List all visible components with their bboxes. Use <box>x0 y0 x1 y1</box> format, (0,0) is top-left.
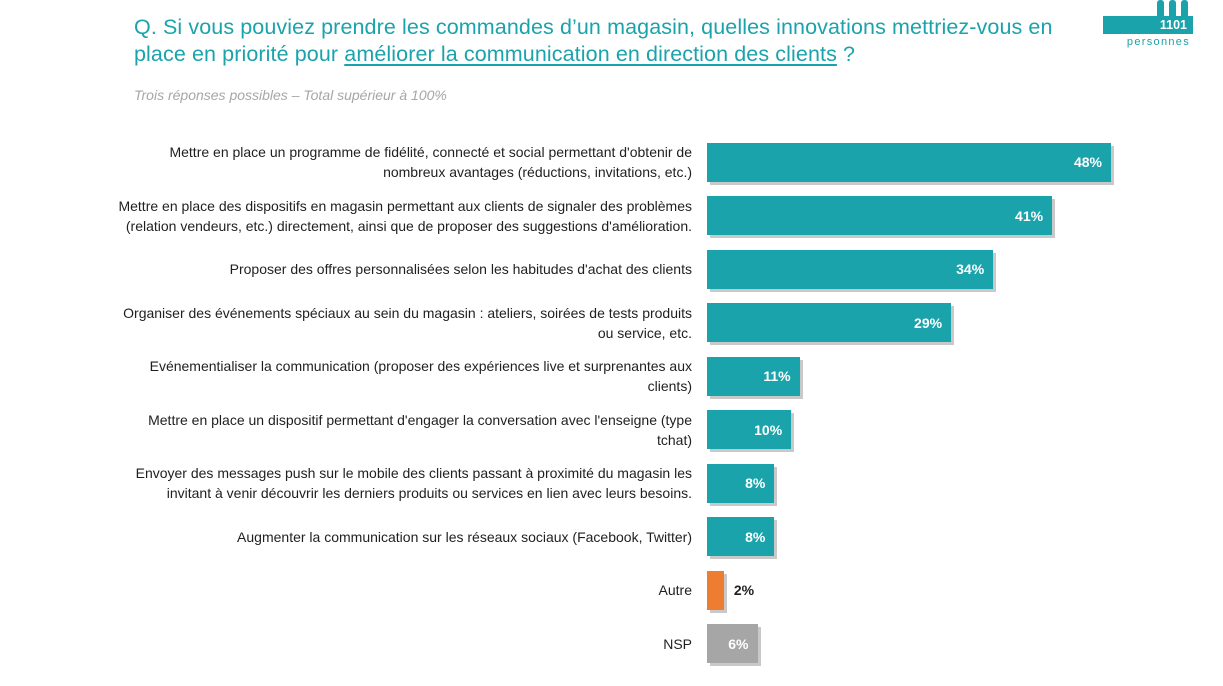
category-label: Mettre en place un dispositif permettant… <box>148 411 692 448</box>
bar <box>707 570 724 610</box>
category-label: Autre <box>658 582 692 598</box>
bar <box>707 303 952 342</box>
question-highlight: améliorer la communication en direction … <box>344 42 837 66</box>
bar <box>707 249 994 289</box>
category-label: NSP <box>663 635 692 652</box>
respondent-badge: 1101 personnes <box>1103 0 1193 50</box>
bar <box>707 463 775 503</box>
respondent-count: 1101 <box>1103 16 1193 34</box>
data-label: 41% <box>1015 207 1044 224</box>
data-label: 8% <box>745 528 766 545</box>
data-label: 8% <box>745 475 766 491</box>
bar <box>707 196 1053 235</box>
bar <box>707 356 800 396</box>
category-label: Proposer des offres personnalisées selon… <box>229 261 692 277</box>
bar <box>707 624 758 663</box>
data-label: 48% <box>1073 154 1102 170</box>
data-label: 6% <box>728 635 749 652</box>
category-label: Envoyer des messages push sur le mobile … <box>135 465 692 501</box>
respondent-label: personnes <box>1126 36 1190 48</box>
question-end: ? <box>836 42 856 66</box>
data-label: 29% <box>914 314 943 331</box>
bar <box>707 517 775 556</box>
category-label: Mettre en place un programme de fidélité… <box>169 144 692 180</box>
subtitle: Trois réponses possibles – Total supérie… <box>134 87 447 103</box>
question-text: Q. Si vous pouviez prendre les commandes… <box>134 15 1053 66</box>
data-label: 11% <box>763 368 791 384</box>
data-label: 34% <box>956 261 985 277</box>
category-label: Evénementialiser la communication (propo… <box>149 358 692 394</box>
category-label: Augmenter la communication sur les résea… <box>237 528 692 545</box>
people-icon <box>1155 0 1191 17</box>
bar <box>707 410 792 449</box>
bar <box>707 142 1111 182</box>
category-label: Mettre en place des dispositifs en magas… <box>118 197 692 234</box>
category-label: Organiser des événements spéciaux au sei… <box>123 304 692 341</box>
data-label: 10% <box>754 421 783 438</box>
data-label: 2% <box>733 582 755 598</box>
question-title: Q. Si vous pouviez prendre les commandes… <box>134 14 1084 68</box>
